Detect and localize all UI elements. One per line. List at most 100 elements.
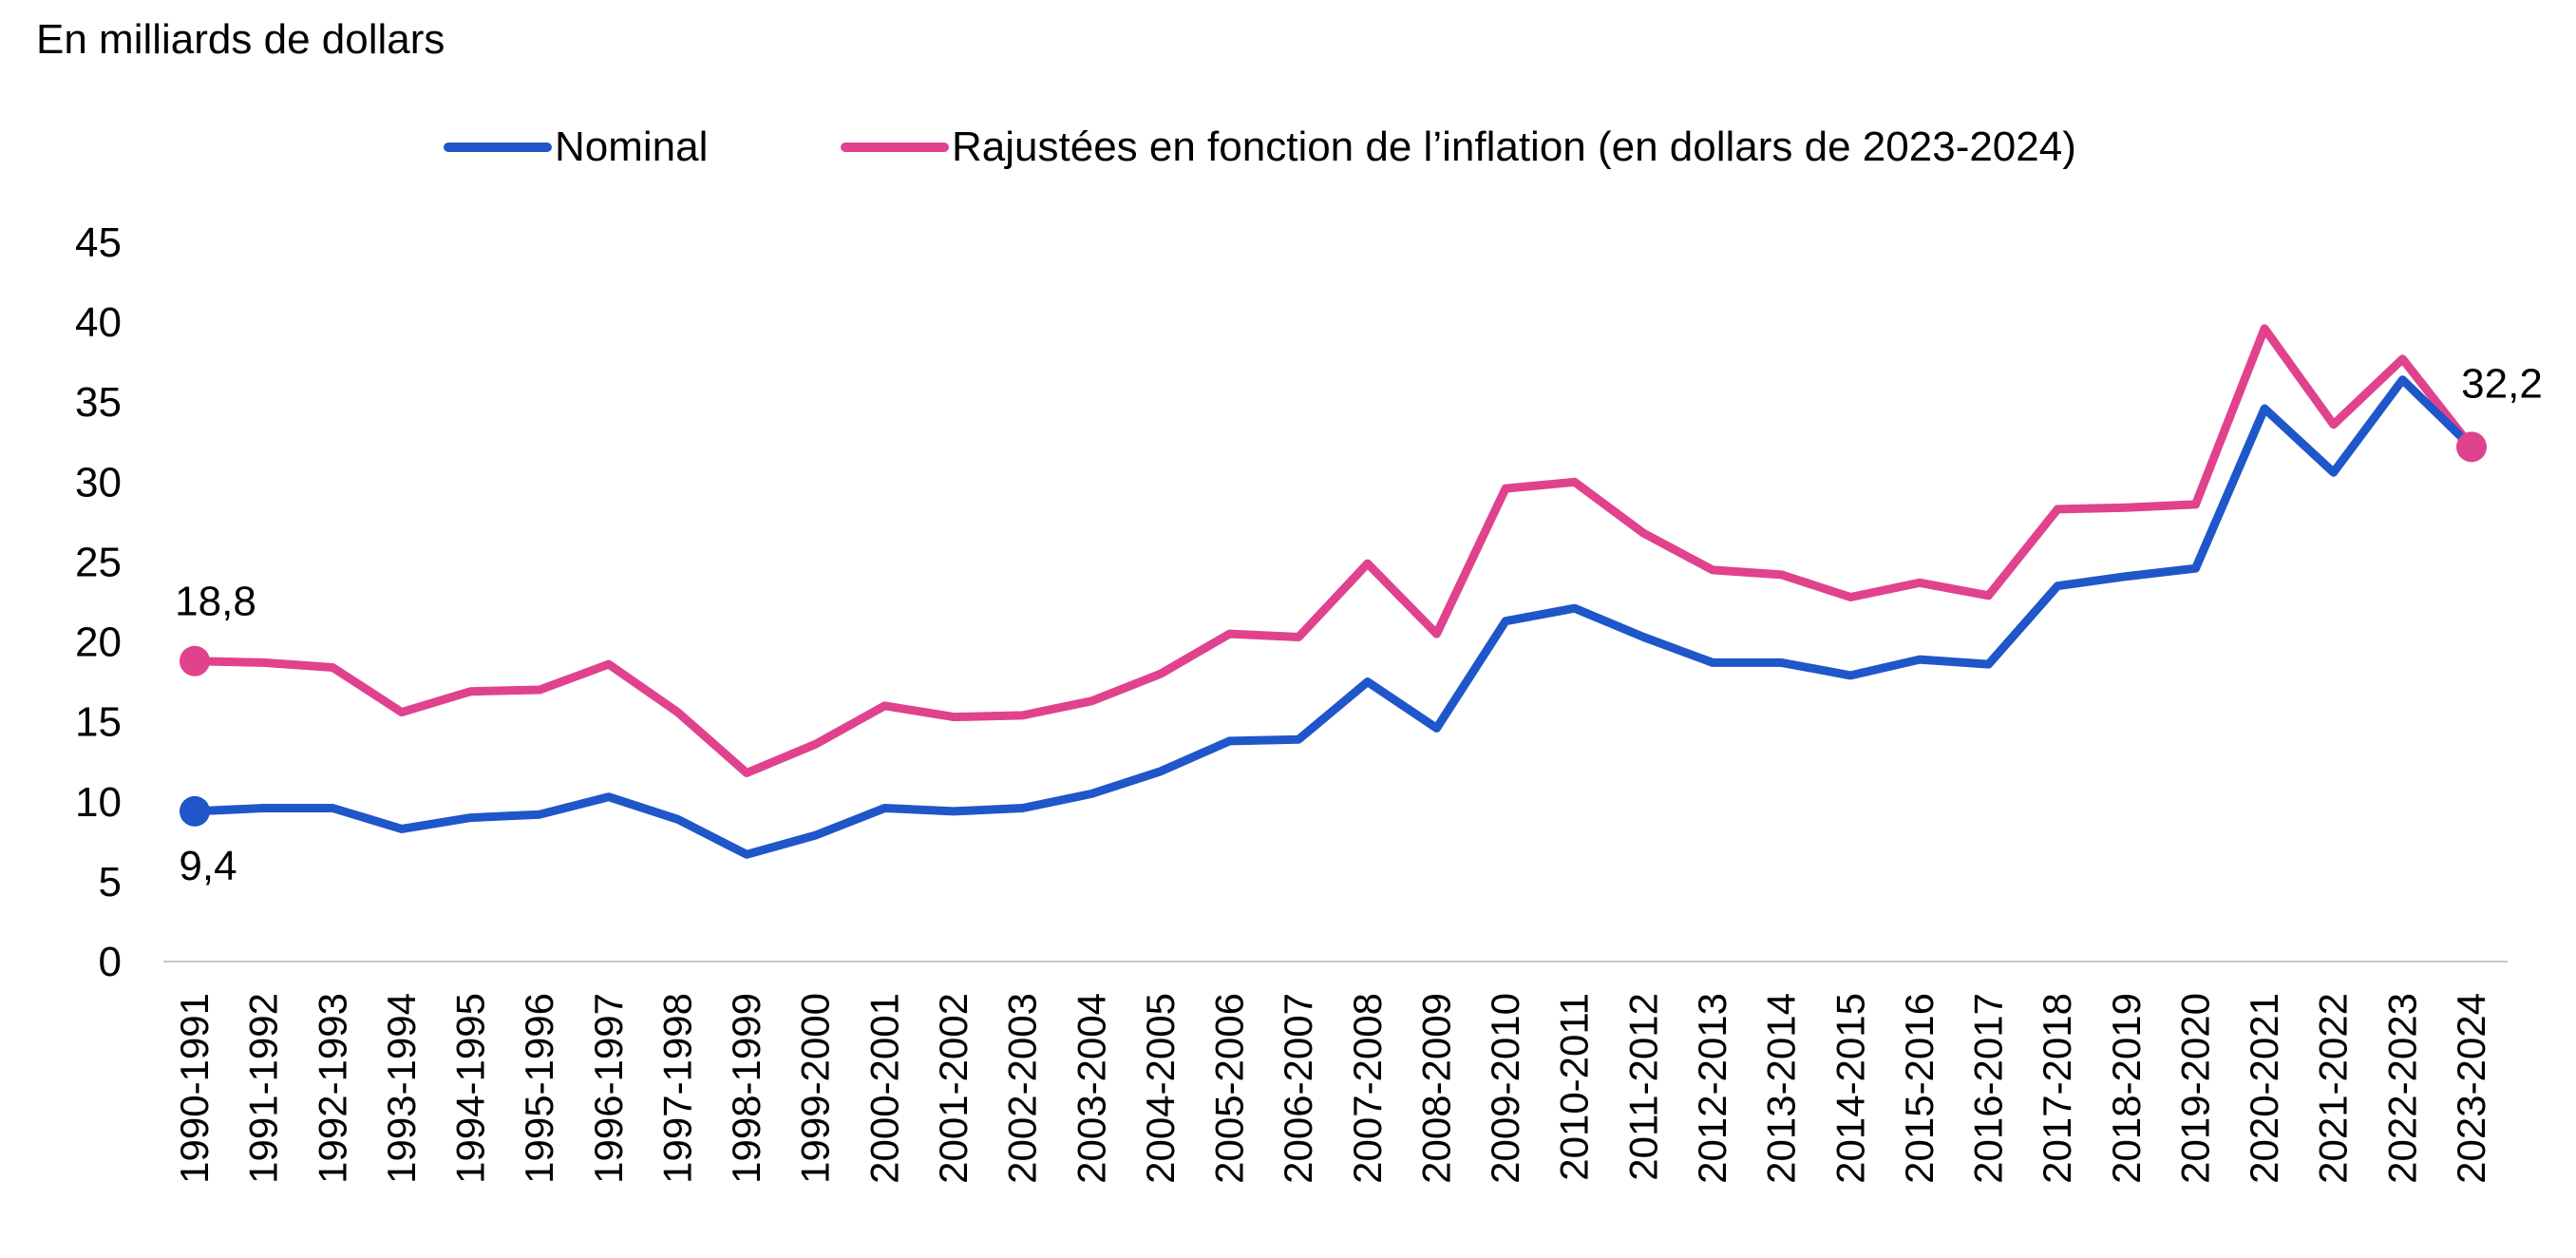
data-point <box>539 813 540 815</box>
x-tick-label: 2007-2008 <box>1345 993 1390 1184</box>
x-tick-label: 2017-2018 <box>2035 993 2079 1184</box>
data-point <box>883 808 885 810</box>
data-point <box>2333 424 2335 426</box>
data-point <box>1367 681 1369 683</box>
x-tick-label: 2003-2004 <box>1069 993 1113 1184</box>
x-tick-label: 1998-1999 <box>724 993 768 1184</box>
data-point <box>1988 595 1990 597</box>
data-point <box>331 666 333 668</box>
data-point <box>1781 661 1783 663</box>
data-point-marker <box>180 645 210 677</box>
x-tick-label: 2011-2012 <box>1620 993 1665 1181</box>
data-point <box>1505 487 1506 489</box>
series-line-0 <box>190 375 2476 859</box>
x-tick-label: 2009-2010 <box>1483 993 1527 1184</box>
x-tick-label: 1990-1991 <box>172 993 217 1184</box>
x-tick-label: 2014-2015 <box>1828 993 1872 1184</box>
data-point <box>1160 771 1162 772</box>
data-point <box>953 716 955 718</box>
data-point <box>2056 508 2058 510</box>
x-tick-label: 2019-2020 <box>2172 993 2217 1184</box>
data-point <box>676 818 678 820</box>
data-point <box>746 853 748 855</box>
y-tick-label: 30 <box>75 459 122 505</box>
data-point <box>1642 637 1644 639</box>
x-tick-label: 1997-1998 <box>654 993 699 1184</box>
data-point-marker <box>180 795 210 827</box>
data-point <box>1849 596 1851 598</box>
data-point <box>401 828 403 829</box>
x-tick-label: 2000-2001 <box>862 993 906 1184</box>
data-point <box>953 810 955 812</box>
x-tick-label: 1993-1994 <box>379 993 424 1184</box>
x-tick-label: 1999-2000 <box>793 993 838 1184</box>
data-point <box>1849 675 1851 677</box>
data-point <box>1919 658 1921 660</box>
data-point <box>1781 574 1783 576</box>
data-point <box>2056 585 2058 587</box>
x-tick-label: 1995-1996 <box>517 993 561 1184</box>
data-point <box>1435 633 1437 635</box>
data-point <box>1090 700 1092 702</box>
data-point <box>2126 506 2128 508</box>
data-point <box>2194 567 2196 569</box>
legend-label-nominal: Nominal <box>555 124 708 170</box>
data-point <box>470 691 472 693</box>
data-point <box>1160 673 1162 675</box>
data-point <box>1022 808 1024 810</box>
data-point <box>2194 504 2196 505</box>
data-point <box>2401 379 2403 381</box>
data-point <box>1574 607 1576 609</box>
legend-label-inflation-adjusted: Rajustées en fonction de l’inflation (en… <box>952 124 2076 170</box>
data-point <box>2333 471 2335 473</box>
data-point <box>815 834 817 836</box>
data-label: 9,4 <box>179 843 237 889</box>
data-point <box>1229 633 1231 635</box>
x-tick-label: 2020-2021 <box>2242 993 2286 1184</box>
data-point <box>1505 620 1506 622</box>
x-tick-label: 2004-2005 <box>1138 993 1183 1184</box>
data-point <box>1712 661 1714 663</box>
x-tick-label: 2016-2017 <box>1966 993 2011 1184</box>
y-tick-label: 25 <box>75 539 122 585</box>
data-label: 18,8 <box>175 579 256 625</box>
data-point <box>2263 328 2265 330</box>
data-point <box>1229 740 1231 742</box>
data-point <box>1988 663 1990 665</box>
data-point <box>1297 637 1299 639</box>
x-tick-label: 2001-2002 <box>931 993 975 1184</box>
data-point-marker <box>2456 431 2487 463</box>
y-tick-label: 35 <box>75 379 122 426</box>
x-tick-label: 2022-2023 <box>2379 993 2424 1184</box>
data-point <box>1712 569 1714 571</box>
x-tick-label: 2006-2007 <box>1276 993 1320 1184</box>
legend: Nominal Rajustées en fonction de l’infla… <box>444 124 2076 170</box>
data-point <box>1435 727 1437 729</box>
data-point <box>1642 532 1644 534</box>
data-point <box>263 808 265 810</box>
data-point <box>539 689 540 691</box>
y-tick-label: 10 <box>75 779 122 826</box>
series-line-1 <box>190 324 2476 777</box>
data-point <box>1367 562 1369 564</box>
x-tick-label: 2010-2011 <box>1552 993 1597 1181</box>
data-point <box>608 796 610 798</box>
x-tick-label: 1994-1995 <box>448 993 493 1184</box>
y-tick-label: 0 <box>99 939 122 985</box>
data-point <box>401 712 403 714</box>
data-point <box>676 712 678 714</box>
data-point <box>1090 792 1092 794</box>
y-axis-ticks: 0 5 10 15 20 25 30 35 40 45 <box>75 219 122 985</box>
x-tick-label: 2002-2003 <box>1000 993 1045 1184</box>
data-point <box>1297 738 1299 740</box>
x-axis-ticks: 1990-1991 1991-1992 1992-1993 1993-1994 1994… <box>172 993 2493 1184</box>
x-tick-label: 2005-2006 <box>1207 993 1252 1184</box>
y-tick-label: 45 <box>75 219 122 266</box>
data-point <box>815 743 817 745</box>
y-tick-label: 15 <box>75 699 122 746</box>
data-label: 32,2 <box>2461 360 2543 407</box>
y-tick-label: 20 <box>75 619 122 666</box>
x-tick-label: 2013-2014 <box>1759 993 1804 1184</box>
x-tick-label: 2018-2019 <box>2104 993 2149 1184</box>
